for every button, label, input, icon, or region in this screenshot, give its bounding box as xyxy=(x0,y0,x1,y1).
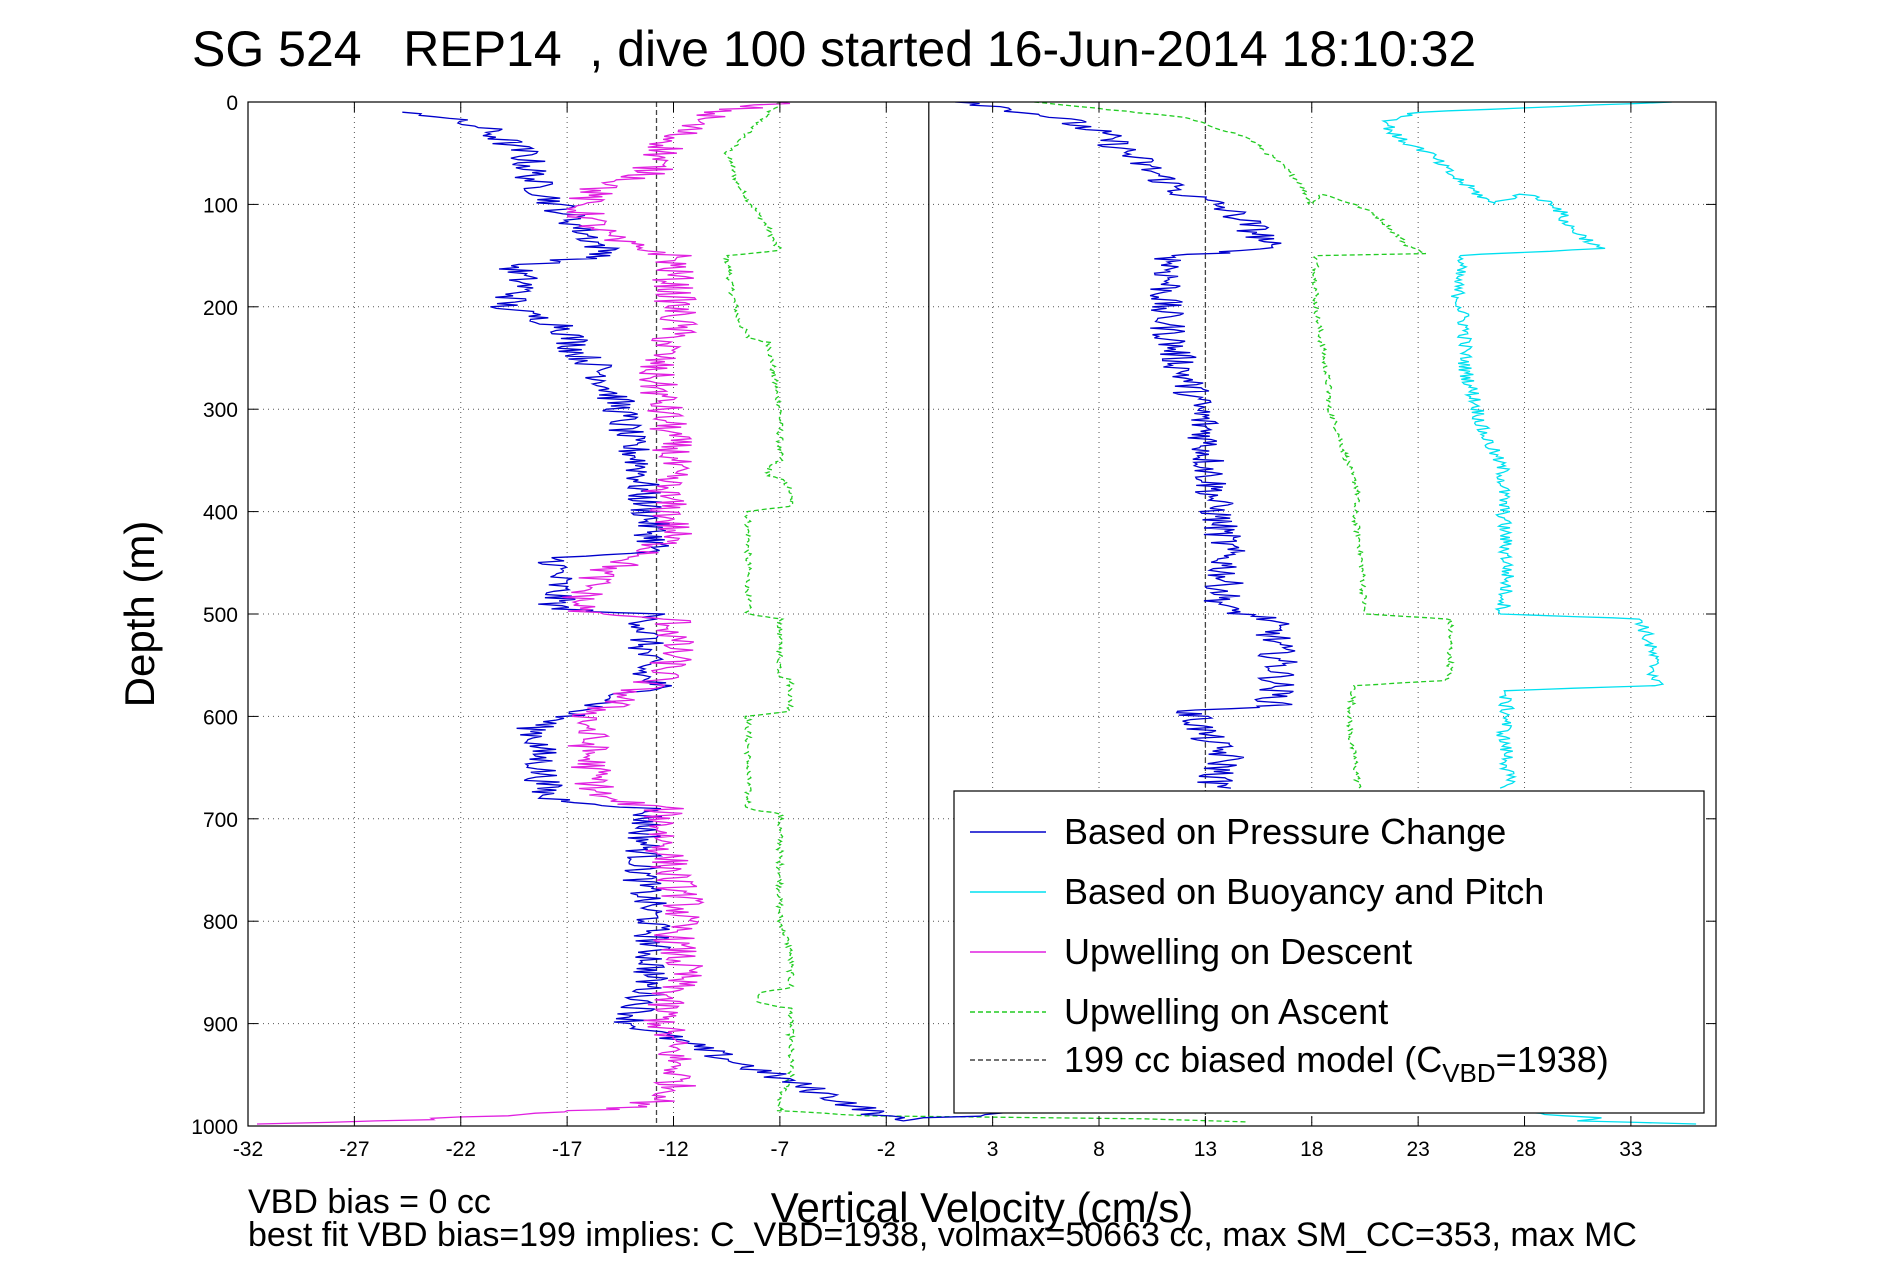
series-line xyxy=(955,102,1298,789)
x-tick-label: -22 xyxy=(446,1138,476,1161)
y-tick-label: 0 xyxy=(226,92,238,115)
axes-frame xyxy=(247,101,1717,1127)
legend-label: Based on Pressure Change xyxy=(1064,811,1506,852)
x-tick-label: 8 xyxy=(1093,1138,1105,1161)
series-upwelling-on-ascent xyxy=(722,102,1455,1123)
series-layer xyxy=(256,102,1697,1126)
legend-label: Upwelling on Ascent xyxy=(1064,991,1388,1032)
legend-label: Based on Buoyancy and Pitch xyxy=(1064,871,1544,912)
series-based-on-pressure-change xyxy=(402,102,1319,1122)
y-axis-label: Depth (m) xyxy=(116,521,163,708)
legend: Based on Pressure Change Based on Buoyanc… xyxy=(953,790,1705,1114)
x-tick-label: 13 xyxy=(1194,1138,1217,1161)
y-tick-label: 300 xyxy=(203,399,238,422)
y-tick-label: 600 xyxy=(203,706,238,729)
y-tick-label: 700 xyxy=(203,809,238,832)
x-tick-labels: -32 -27 -22 -17 -12 -7 -2 3 8 13 18 23 28 33 xyxy=(233,1138,1643,1161)
x-tick-label: 28 xyxy=(1513,1138,1536,1161)
x-tick-label: -7 xyxy=(771,1138,790,1161)
y-tick-label: 800 xyxy=(203,911,238,934)
legend-label: Upwelling on Descent xyxy=(1064,931,1412,972)
series-line xyxy=(1034,102,1455,789)
chart-title: SG 524 REP14 , dive 100 started 16-Jun-2… xyxy=(192,21,1476,77)
x-tick-label: -32 xyxy=(233,1138,263,1161)
x-tick-label: -17 xyxy=(552,1138,582,1161)
best-fit-note: best fit VBD bias=199 implies: C_VBD=193… xyxy=(248,1216,1637,1254)
y-tick-label: 400 xyxy=(203,502,238,525)
legend-box xyxy=(953,790,1705,1114)
y-tick-label: 200 xyxy=(203,297,238,320)
x-tick-label: 23 xyxy=(1406,1138,1429,1161)
legend-subscript: VBD xyxy=(1442,1058,1495,1088)
series-upwelling-on-descent xyxy=(256,102,791,1125)
series-line xyxy=(722,102,1247,1123)
x-tick-label: -2 xyxy=(877,1138,896,1161)
vbd-bias-note: VBD bias = 0 cc xyxy=(248,1183,491,1221)
legend-label: 199 cc biased model (CVBD=1938) xyxy=(1064,1039,1609,1088)
series-line xyxy=(256,102,791,1125)
x-axis-label: Vertical Velocity (cm/s) xyxy=(771,1184,1193,1231)
legend-label-tail: =1938) xyxy=(1496,1039,1609,1080)
y-tick-label: 500 xyxy=(203,604,238,627)
series-line xyxy=(1381,102,1672,789)
y-tick-label: 1000 xyxy=(191,1116,238,1139)
x-tick-label: -12 xyxy=(658,1138,688,1161)
y-tick-labels: 0 100 200 300 400 500 600 700 800 900 1000 xyxy=(191,92,238,1139)
x-tick-label: -27 xyxy=(339,1138,369,1161)
y-tick-label: 900 xyxy=(203,1014,238,1037)
series-line xyxy=(402,111,1319,1122)
x-tick-label: 3 xyxy=(987,1138,999,1161)
y-tick-label: 100 xyxy=(203,194,238,217)
x-tick-label: 33 xyxy=(1619,1138,1642,1161)
x-tick-label: 18 xyxy=(1300,1138,1323,1161)
